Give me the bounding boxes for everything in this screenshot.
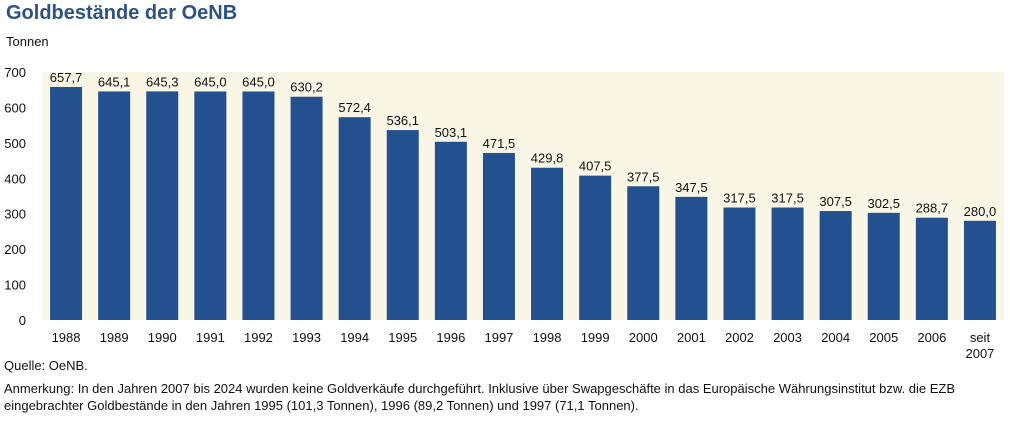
y-tick-label: 100 bbox=[4, 278, 26, 293]
chart-title: Goldbestände der OeNB bbox=[6, 2, 238, 24]
data-label: 503,1 bbox=[435, 125, 468, 140]
plot-area bbox=[42, 72, 1004, 320]
bar-2000 bbox=[627, 186, 660, 320]
x-tick-label: 2007 bbox=[965, 346, 994, 360]
x-tick-label: 1993 bbox=[292, 330, 321, 345]
bar-1991 bbox=[194, 91, 227, 320]
y-tick-label: 700 bbox=[4, 65, 26, 80]
bar-1992 bbox=[242, 91, 275, 320]
x-tick-label: 1998 bbox=[533, 330, 562, 345]
bar-2005 bbox=[867, 212, 900, 320]
data-label: 317,5 bbox=[771, 191, 804, 206]
x-tick-label: 1999 bbox=[581, 330, 610, 345]
data-label: 645,0 bbox=[242, 74, 275, 89]
y-tick-label: 300 bbox=[4, 207, 26, 222]
x-tick-label: 1992 bbox=[244, 330, 273, 345]
bar-seit-2007 bbox=[963, 220, 996, 320]
data-label: 377,5 bbox=[627, 169, 660, 184]
bar-2006 bbox=[915, 217, 948, 320]
data-label: 407,5 bbox=[579, 159, 612, 174]
x-tick-label: 1989 bbox=[100, 330, 129, 345]
x-tick-label: 1997 bbox=[484, 330, 513, 345]
data-label: 630,2 bbox=[290, 80, 323, 95]
data-label: 280,0 bbox=[964, 204, 997, 219]
data-label: 645,0 bbox=[194, 74, 227, 89]
data-label: 645,1 bbox=[98, 74, 131, 89]
data-label: 429,8 bbox=[531, 151, 564, 166]
data-label: 288,7 bbox=[916, 201, 949, 216]
bar-1995 bbox=[386, 130, 419, 320]
source-note: Quelle: OeNB. bbox=[4, 358, 88, 373]
bar-2002 bbox=[723, 207, 756, 320]
bar-1993 bbox=[290, 96, 323, 320]
y-axis-unit-label: Tonnen bbox=[6, 34, 49, 49]
data-label: 536,1 bbox=[386, 113, 419, 128]
x-tick-label: 2003 bbox=[773, 330, 802, 345]
y-tick-label: 0 bbox=[19, 313, 26, 328]
data-label: 307,5 bbox=[819, 194, 852, 209]
x-tick-label: 1995 bbox=[388, 330, 417, 345]
x-tick-label: seit bbox=[970, 330, 991, 345]
x-tick-label: 2002 bbox=[725, 330, 754, 345]
bar-1988 bbox=[50, 86, 83, 320]
data-label: 317,5 bbox=[723, 191, 756, 206]
footnote: Anmerkung: In den Jahren 2007 bis 2024 w… bbox=[4, 381, 956, 413]
x-tick-label: 1990 bbox=[148, 330, 177, 345]
y-tick-label: 200 bbox=[4, 242, 26, 257]
x-tick-label: 2005 bbox=[869, 330, 898, 345]
bar-1998 bbox=[531, 167, 564, 320]
y-tick-label: 500 bbox=[4, 136, 26, 151]
bar-1990 bbox=[146, 91, 179, 320]
bar-1994 bbox=[338, 117, 371, 321]
bar-2004 bbox=[819, 211, 852, 320]
data-label: 347,5 bbox=[675, 180, 708, 195]
y-tick-label: 400 bbox=[4, 171, 26, 186]
data-label: 657,7 bbox=[50, 70, 83, 85]
bar-1997 bbox=[482, 152, 515, 320]
x-tick-label: 1994 bbox=[340, 330, 369, 345]
bar-chart: 0 100 200 300 400 500 600 700 657,7 1988 645,1 1989… bbox=[4, 65, 1004, 360]
data-label: 471,5 bbox=[483, 136, 516, 151]
bar-1989 bbox=[98, 91, 131, 320]
bar-1996 bbox=[434, 141, 467, 320]
data-label: 572,4 bbox=[338, 100, 371, 115]
x-tick-label: 2001 bbox=[677, 330, 706, 345]
x-tick-label: 2006 bbox=[917, 330, 946, 345]
x-tick-label: 2000 bbox=[629, 330, 658, 345]
bar-2001 bbox=[675, 196, 708, 320]
x-tick-label: 1996 bbox=[436, 330, 465, 345]
x-tick-label: 2004 bbox=[821, 330, 850, 345]
data-label: 645,3 bbox=[146, 74, 179, 89]
y-tick-label: 600 bbox=[4, 100, 26, 115]
bar-2003 bbox=[771, 207, 804, 320]
x-tick-label: 1988 bbox=[52, 330, 81, 345]
data-label: 302,5 bbox=[867, 196, 900, 211]
x-tick-label: 1991 bbox=[196, 330, 225, 345]
bar-1999 bbox=[579, 175, 612, 320]
